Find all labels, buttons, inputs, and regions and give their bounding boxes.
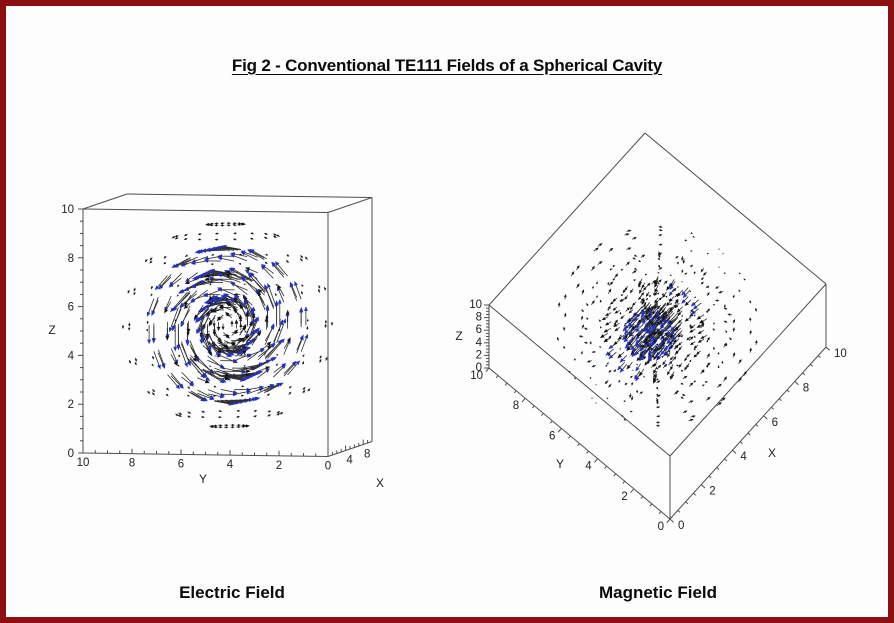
svg-text:Y: Y xyxy=(199,472,207,486)
svg-text:0: 0 xyxy=(68,448,74,460)
svg-text:2: 2 xyxy=(621,491,627,503)
svg-text:6: 6 xyxy=(549,430,555,442)
svg-text:4: 4 xyxy=(346,455,353,467)
svg-text:8: 8 xyxy=(68,253,74,265)
svg-text:6: 6 xyxy=(68,302,74,314)
svg-text:6: 6 xyxy=(476,324,482,336)
svg-text:0: 0 xyxy=(658,521,664,533)
svg-text:Z: Z xyxy=(48,323,55,337)
svg-text:4: 4 xyxy=(227,459,234,471)
svg-text:2: 2 xyxy=(709,486,715,498)
svg-text:6: 6 xyxy=(178,458,184,470)
svg-text:4: 4 xyxy=(740,451,747,463)
svg-text:2: 2 xyxy=(68,399,74,411)
svg-text:Y: Y xyxy=(556,457,564,471)
svg-text:10: 10 xyxy=(469,299,482,311)
electric-field-caption: Electric Field xyxy=(179,583,285,602)
svg-text:0: 0 xyxy=(476,362,482,374)
svg-text:6: 6 xyxy=(772,417,778,429)
svg-text:4: 4 xyxy=(68,350,75,362)
svg-text:4: 4 xyxy=(476,337,483,349)
svg-text:X: X xyxy=(376,476,384,490)
figure-title: Fig 2 - Conventional TE111 Fields of a S… xyxy=(231,56,663,75)
svg-text:8: 8 xyxy=(129,458,135,470)
svg-text:10: 10 xyxy=(470,370,483,382)
svg-text:Z: Z xyxy=(455,329,462,343)
svg-text:8: 8 xyxy=(364,449,370,461)
svg-text:8: 8 xyxy=(803,382,809,394)
svg-text:2: 2 xyxy=(276,460,282,472)
svg-text:8: 8 xyxy=(476,312,482,324)
magnetic-field-caption: Magnetic Field xyxy=(598,583,718,602)
svg-text:0: 0 xyxy=(678,520,684,532)
svg-text:8: 8 xyxy=(513,400,519,412)
svg-text:10: 10 xyxy=(834,348,847,360)
svg-text:0: 0 xyxy=(325,461,331,473)
svg-text:2: 2 xyxy=(476,349,482,361)
svg-text:10: 10 xyxy=(77,457,90,469)
svg-text:4: 4 xyxy=(585,461,592,473)
svg-text:10: 10 xyxy=(61,204,74,216)
svg-text:X: X xyxy=(768,446,776,460)
